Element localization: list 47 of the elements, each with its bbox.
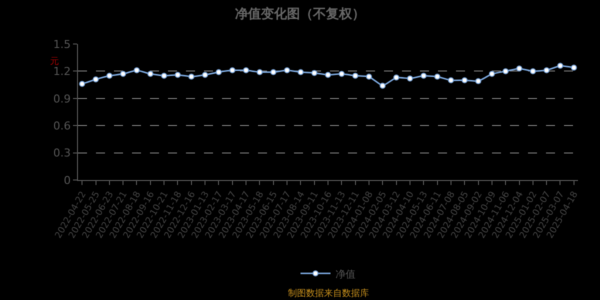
point <box>352 72 358 79</box>
point <box>174 72 181 78</box>
point <box>106 72 112 79</box>
point <box>188 74 194 80</box>
point <box>229 67 236 74</box>
point <box>448 77 454 84</box>
point <box>380 82 386 89</box>
y-tick-label: 0.9 <box>53 92 71 106</box>
point <box>161 72 168 79</box>
point <box>475 78 482 84</box>
point <box>92 76 99 82</box>
y-tick-label: 0.3 <box>53 146 71 160</box>
point <box>298 69 304 76</box>
point <box>243 67 250 74</box>
point <box>216 69 222 76</box>
point <box>502 68 509 74</box>
y-tick-label: 1.2 <box>53 65 71 78</box>
point <box>120 70 126 77</box>
point <box>366 74 372 80</box>
text: 制图数据来自数据库 <box>288 288 369 299</box>
point <box>434 74 440 80</box>
point <box>147 70 154 77</box>
point <box>134 67 140 74</box>
point <box>256 69 263 76</box>
y-tick-label: 0.6 <box>53 119 71 132</box>
chart-title: 净值变化图（不复权） <box>235 6 365 22</box>
point <box>557 62 564 69</box>
point <box>325 72 331 78</box>
point <box>516 65 522 72</box>
point <box>530 68 536 74</box>
point <box>338 70 345 77</box>
point <box>311 70 318 76</box>
point <box>79 80 86 87</box>
point <box>406 75 413 82</box>
point <box>284 67 290 74</box>
point <box>202 72 208 78</box>
point <box>393 74 400 81</box>
point <box>420 72 427 79</box>
legend-label: 净值 <box>336 268 356 280</box>
y-tick-label: 0 <box>64 174 71 187</box>
point <box>570 64 577 71</box>
y-axis-title: 元 <box>50 56 59 67</box>
point <box>462 77 468 84</box>
point <box>270 69 276 76</box>
point <box>544 67 550 74</box>
y-tick-label: 1.5 <box>53 38 71 51</box>
point <box>488 70 495 77</box>
